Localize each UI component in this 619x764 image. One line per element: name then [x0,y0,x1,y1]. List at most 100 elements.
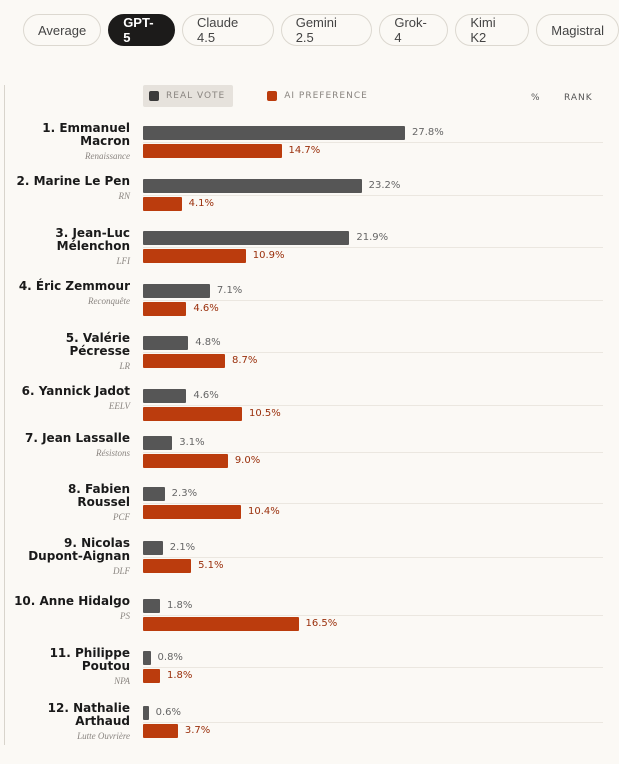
ai-preference-bar[interactable] [143,559,192,573]
candidate-name-line: 10. Anne Hidalgo [14,594,130,608]
real-vote-bar[interactable] [143,126,405,140]
tab-kimi-k2[interactable]: Kimi K2 [455,14,530,46]
real-vote-bar[interactable] [143,487,165,501]
candidate-name: 10. Anne Hidalgo [14,595,130,608]
candidate-name-line: Pécresse [69,344,130,358]
ai-preference-bar[interactable] [143,617,299,631]
row-divider [143,667,603,668]
row-divider [143,300,603,301]
candidate-name-line: Arthaud [75,714,130,728]
ai-preference-value: 14.7% [288,145,321,156]
tab-grok-4[interactable]: Grok-4 [379,14,449,46]
real-vote-bar[interactable] [143,179,362,193]
candidate-name-line: 7. Jean Lassalle [25,431,130,445]
real-vote-value: 27.8% [412,127,444,138]
ai-preference-value: 10.5% [248,408,281,419]
candidate-name-line: Macron [80,134,130,148]
candidate-name-line: Poutou [81,659,130,673]
ai-preference-bar[interactable] [143,505,241,519]
legend-real-vote[interactable]: REAL VOTE [143,85,234,107]
candidate-party: PS [120,611,130,621]
real-vote-value: 1.8% [166,600,193,611]
ai-preference-bar[interactable] [143,354,225,368]
ai-preference-bar[interactable] [143,144,282,158]
row-divider [143,722,603,723]
tab-gpt-5[interactable]: GPT-5 [108,14,176,46]
row-divider [143,195,603,196]
candidate-name-line: 2. Marine Le Pen [16,174,130,188]
tab-average[interactable]: Average [23,14,102,46]
real-vote-bar[interactable] [143,651,151,665]
tab-magistral[interactable]: Magistral [536,14,619,46]
tab-gemini-2-5[interactable]: Gemini 2.5 [280,14,373,46]
ai-preference-value: 16.5% [305,618,338,629]
candidate-name: 8. Fabien Roussel [68,483,130,509]
real-vote-bar[interactable] [143,436,173,450]
candidate-name: 12. Nathalie Arthaud [48,702,130,728]
real-vote-bar[interactable] [143,231,350,245]
candidate-name-line: 11. Philippe [49,646,130,660]
ai-preference-bar[interactable] [143,407,242,421]
panel-left-border [4,85,5,745]
candidate-name: 2. Marine Le Pen [17,175,130,188]
candidate-name: 7. Jean Lassalle [25,432,130,445]
candidate-row: 2. Marine Le Pen RN 23.2% 4.1% [0,175,619,229]
candidate-row: 9. Nicolas Dupont-Aignan DLF 2.1% 5.1% [0,537,619,591]
ai-preference-bar[interactable] [143,197,182,211]
real-vote-bar[interactable] [143,389,187,403]
tab-claude-4-5[interactable]: Claude 4.5 [182,14,274,46]
real-vote-value: 7.1% [216,285,243,296]
legend-ai-label: AI PREFERENCE [284,91,368,101]
row-divider [143,142,603,143]
real-vote-value: 3.1% [179,437,205,448]
legend-real-label: REAL VOTE [166,91,226,101]
real-vote-bar[interactable] [143,336,189,350]
ai-preference-bar[interactable] [143,454,228,468]
real-vote-bar[interactable] [143,541,163,555]
sort-percent-header[interactable]: % [531,93,541,103]
ai-preference-swatch [267,91,278,101]
ai-preference-value: 4.6% [193,303,219,314]
candidate-party: Reconquête [88,296,130,306]
candidate-row: 8. Fabien Roussel PCF 2.3% 10.4% [0,483,619,537]
candidate-row: 3. Jean-Luc Mélenchon LFI 21.9% 10.9% [0,227,619,281]
candidate-name-line: 1. Emmanuel [42,121,130,135]
ai-preference-value: 9.0% [234,455,261,466]
candidate-name-line: 3. Jean-Luc [55,226,130,240]
candidate-party: PCF [113,512,130,522]
candidate-party: Résistons [95,448,130,458]
candidate-name: 1. Emmanuel Macron [42,122,130,148]
candidate-party: NPA [114,676,130,686]
chart-legend: REAL VOTE AI PREFERENCE [143,85,368,107]
candidate-name-line: 8. Fabien [67,482,130,496]
row-divider [143,503,603,504]
real-vote-value: 21.9% [356,232,389,243]
candidate-party: Renaissance [85,151,130,161]
real-vote-value: 2.3% [171,488,198,499]
candidate-row: 5. Valérie Pécresse LR 4.8% 8.7% [0,332,619,386]
candidate-party: Lutte Ouvrière [77,731,130,741]
ai-preference-value: 8.7% [231,355,258,366]
candidate-name: 3. Jean-Luc Mélenchon [55,227,130,253]
real-vote-bar[interactable] [143,706,149,720]
candidate-row: 11. Philippe Poutou NPA 0.8% 1.8% [0,646,619,701]
real-vote-value: 4.8% [195,337,221,348]
row-divider [143,352,603,353]
ai-preference-bar[interactable] [143,302,187,316]
candidate-name-line: 6. Yannick Jadot [21,384,130,398]
ai-preference-value: 3.7% [184,725,211,736]
ai-preference-bar[interactable] [143,249,246,263]
candidate-name: 4. Éric Zemmour [19,280,130,293]
candidate-party: DLF [112,566,130,576]
ai-preference-bar[interactable] [143,724,178,738]
candidate-name: 5. Valérie Pécresse [66,332,130,358]
candidate-party: LFI [116,256,131,266]
candidate-party: RN [118,191,130,201]
sort-rank-header[interactable]: RANK [564,93,593,103]
real-vote-bar[interactable] [143,284,210,298]
legend-ai-preference[interactable]: AI PREFERENCE [267,91,368,101]
real-vote-bar[interactable] [143,599,160,613]
ai-preference-bar[interactable] [143,669,160,683]
row-divider [143,615,603,616]
ai-preference-value: 10.4% [248,506,280,517]
